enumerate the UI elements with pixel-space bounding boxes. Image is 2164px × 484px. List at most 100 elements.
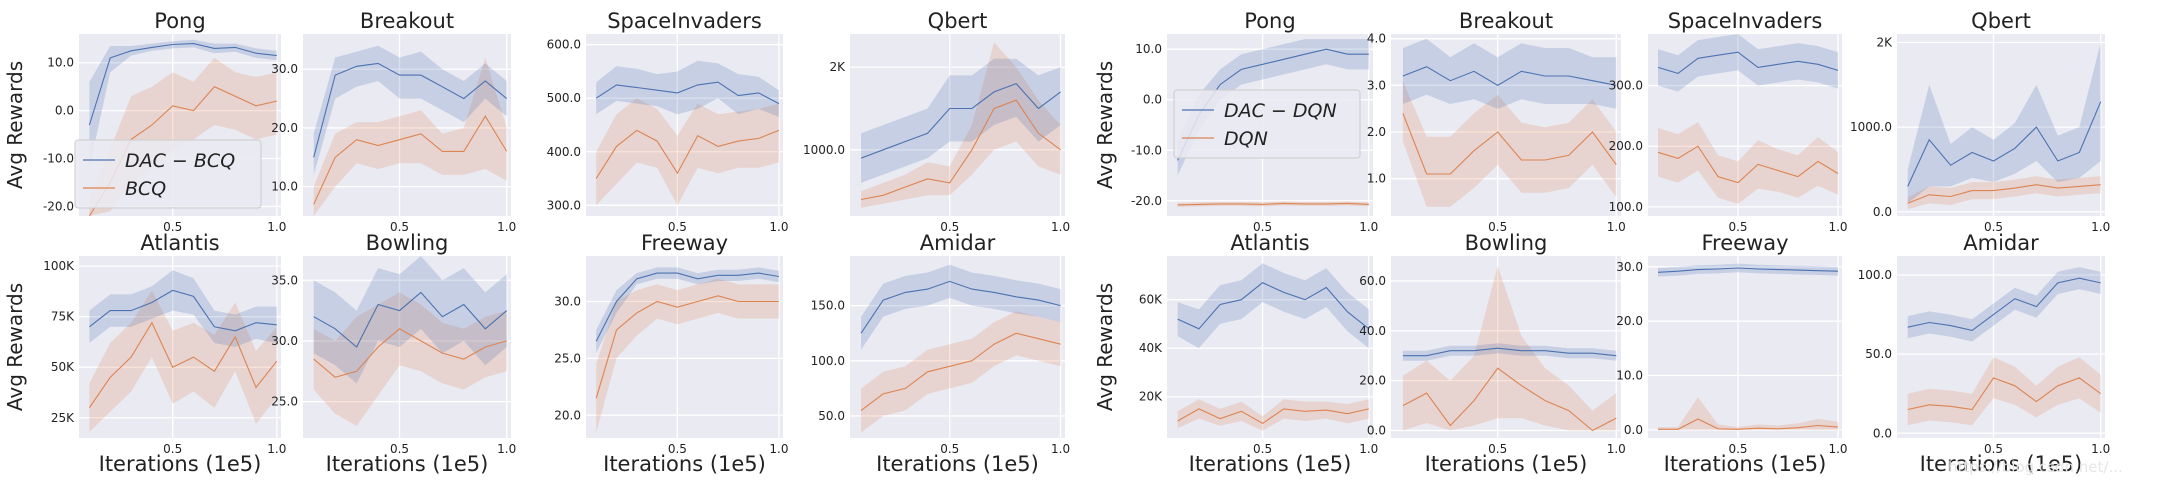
- panel-0-0-2-line-bcq: [595, 129, 780, 179]
- panel-1-0-0-title: Pong: [1244, 9, 1295, 33]
- panel-1-1-1-line-dqn: [1402, 367, 1617, 432]
- panel-1-1-3-xtick-label: 0.5: [1984, 442, 2003, 456]
- panel-1-1-3-band-dqn: [1907, 357, 2101, 426]
- panel-1-0-3-line-dqn: [1907, 184, 2101, 204]
- panel-0-1-3-ytick-label: 50.0: [818, 409, 845, 423]
- panel-1-0-0-xtick-label: 1.0: [1359, 220, 1378, 234]
- panel-1-1-0-xtick-label: 0.5: [1253, 442, 1272, 456]
- panel-0-1-1-xtick-label: 0.5: [390, 442, 409, 456]
- panel-0-0-1-line-bcq: [313, 115, 508, 205]
- panel-1-0-1-band-dqn: [1402, 80, 1617, 207]
- panel-0-1-1-ytick-label: 30.0: [271, 334, 298, 348]
- panel-1-0-3-plot-area: [1897, 34, 2105, 216]
- panel-1-1-2-xtick-label: 0.5: [1728, 442, 1747, 456]
- group-1-ylabel-row-1: Avg Rewards: [1093, 283, 1117, 411]
- panel-1-0-3-ytick-label: 2K: [1876, 35, 1893, 49]
- panel-1-1-2-line-dqn: [1658, 418, 1839, 430]
- panel-1-1-3-band-dac-dqn: [1907, 267, 2101, 342]
- panel-0-1-3-line-bcq: [860, 332, 1061, 411]
- panel-1-0-2-xtick-label: 1.0: [1828, 220, 1847, 234]
- panel-0-1-0-plot-area: [79, 256, 281, 438]
- panel-0-0-3-title: Qbert: [928, 9, 988, 33]
- panel-1-1-1-xtick-label: 0.5: [1488, 442, 1507, 456]
- panel-1-1-0-line-dqn: [1177, 408, 1369, 425]
- panel-1-1-2-plot-area: [1648, 256, 1842, 438]
- panel-1-1-0-band-dqn: [1177, 399, 1369, 431]
- panel-0-0-2-band-bcq: [596, 98, 779, 206]
- panel-1-0-2-title: SpaceInvaders: [1668, 9, 1823, 33]
- panel-1-1-0-xtick-label: 1.0: [1359, 442, 1378, 456]
- panel-0-1-3-band-dac-bcq: [861, 264, 1061, 350]
- group-1-xlabel-0: Iterations (1e5): [1189, 452, 1352, 476]
- panel-1-1-0-title: Atlantis: [1230, 231, 1309, 255]
- panel-1-1-0-ytick-label: 60K: [1139, 293, 1163, 307]
- panel-0-1-1-title: Bowling: [366, 231, 449, 255]
- panel-1-0-1-line-dqn: [1402, 113, 1617, 175]
- panel-0-1-2-band-dac-bcq: [596, 267, 779, 353]
- group-0-xlabel-1: Iterations (1e5): [326, 452, 489, 476]
- panel-1-0-0-line-dqn: [1177, 202, 1369, 206]
- panel-1-0-0-ytick-label: -20.0: [1131, 194, 1162, 208]
- panel-1-1-0-band-dac-dqn: [1177, 263, 1369, 349]
- panel-1-0-0-ytick-label: 0.0: [1143, 93, 1162, 107]
- panel-0-0-3-xtick-label: 1.0: [1051, 220, 1070, 234]
- panel-1-0-2-plot-area: [1648, 34, 1842, 216]
- legend-0-label-0: DAC − BCQ: [125, 150, 235, 172]
- panel-1-0-3-xtick-label: 1.0: [2091, 220, 2110, 234]
- legend-0-label-1: BCQ: [125, 178, 166, 200]
- panel-0-0-1-xtick-label: 1.0: [497, 220, 516, 234]
- panel-0-1-2-xtick-label: 0.5: [668, 442, 687, 456]
- panel-0-1-2-ytick-label: 30.0: [554, 295, 581, 309]
- panel-1-1-2-ytick-label: 0.0: [1624, 423, 1643, 437]
- panel-1-0-3-xtick-label: 0.5: [1984, 220, 2003, 234]
- panel-0-1-3-ytick-label: 100.0: [811, 354, 845, 368]
- panel-0-0-3-band-dac-bcq: [861, 58, 1061, 183]
- panel-1-1-3-ytick-label: 50.0: [1865, 347, 1892, 361]
- panel-1-0-1-ytick-label: 3.0: [1367, 78, 1386, 92]
- panel-0-1-3-band-bcq: [861, 311, 1061, 433]
- panel-0-0-2-plot-area: [586, 34, 783, 216]
- panel-0-0-2-ytick-label: 600.0: [547, 38, 581, 52]
- panel-1-0-0-xtick-label: 0.5: [1253, 220, 1272, 234]
- panel-0-0-2-title: SpaceInvaders: [607, 9, 762, 33]
- panel-0-1-0-ytick-label: 25K: [51, 411, 75, 425]
- panel-1-1-1-plot-area: [1391, 256, 1621, 438]
- panel-1-0-3-title: Qbert: [1971, 9, 2031, 33]
- panel-1-0-1-line-dac-dqn: [1402, 66, 1617, 86]
- panel-1-1-2-ytick-label: 30.0: [1616, 260, 1643, 274]
- panel-0-0-2-ytick-label: 400.0: [547, 145, 581, 159]
- group-1-xlabel-2: Iterations (1e5): [1664, 452, 1827, 476]
- panel-0-0-2-xtick-label: 1.0: [769, 220, 788, 234]
- panel-0-1-1-xtick-label: 1.0: [497, 442, 516, 456]
- panel-1-1-2-ytick-label: 10.0: [1616, 369, 1643, 383]
- panel-0-1-2-band-bcq: [596, 278, 779, 433]
- panel-0-1-0-band-dac-bcq: [89, 270, 277, 347]
- panel-0-1-1-line-bcq: [313, 328, 507, 378]
- panel-1-1-3-ytick-label: 0.0: [1873, 426, 1892, 440]
- panel-1-1-3-ytick-label: 100.0: [1858, 268, 1892, 282]
- panel-1-1-3-title: Amidar: [1963, 231, 2039, 255]
- panel-0-1-1-line-dac-bcq: [313, 291, 508, 348]
- panel-0-0-3-ytick-label: 1000.0: [803, 143, 845, 157]
- panel-1-0-1-band-dac-dqn: [1402, 38, 1617, 109]
- panel-0-1-0-title: Atlantis: [140, 231, 219, 255]
- panel-0-1-1-band-bcq: [313, 292, 507, 426]
- panel-0-0-2-ytick-label: 300.0: [547, 198, 581, 212]
- panel-0-1-3-ytick-label: 150.0: [811, 299, 845, 313]
- panel-0-1-3-title: Amidar: [920, 231, 996, 255]
- panel-0-1-0-line-bcq: [88, 321, 278, 409]
- panel-0-1-3-plot-area: [850, 256, 1065, 438]
- panel-1-0-3-ytick-label: 0.0: [1873, 205, 1892, 219]
- panel-0-1-1-ytick-label: 35.0: [271, 273, 298, 287]
- panel-0-1-0-ytick-label: 100K: [43, 259, 75, 273]
- panel-1-0-2-ytick-label: 200.0: [1609, 139, 1643, 153]
- panel-1-0-0-ytick-label: 10.0: [1135, 42, 1162, 56]
- panel-1-0-2-band-dqn: [1658, 122, 1838, 204]
- panel-0-1-0-band-bcq: [89, 290, 277, 432]
- panel-1-0-1-ytick-label: 2.0: [1367, 125, 1386, 139]
- panel-1-0-2-ytick-label: 100.0: [1609, 200, 1643, 214]
- panel-1-0-1-plot-area: [1391, 34, 1621, 216]
- group-0-xlabel-3: Iterations (1e5): [876, 452, 1039, 476]
- panel-1-1-1-title: Bowling: [1465, 231, 1548, 255]
